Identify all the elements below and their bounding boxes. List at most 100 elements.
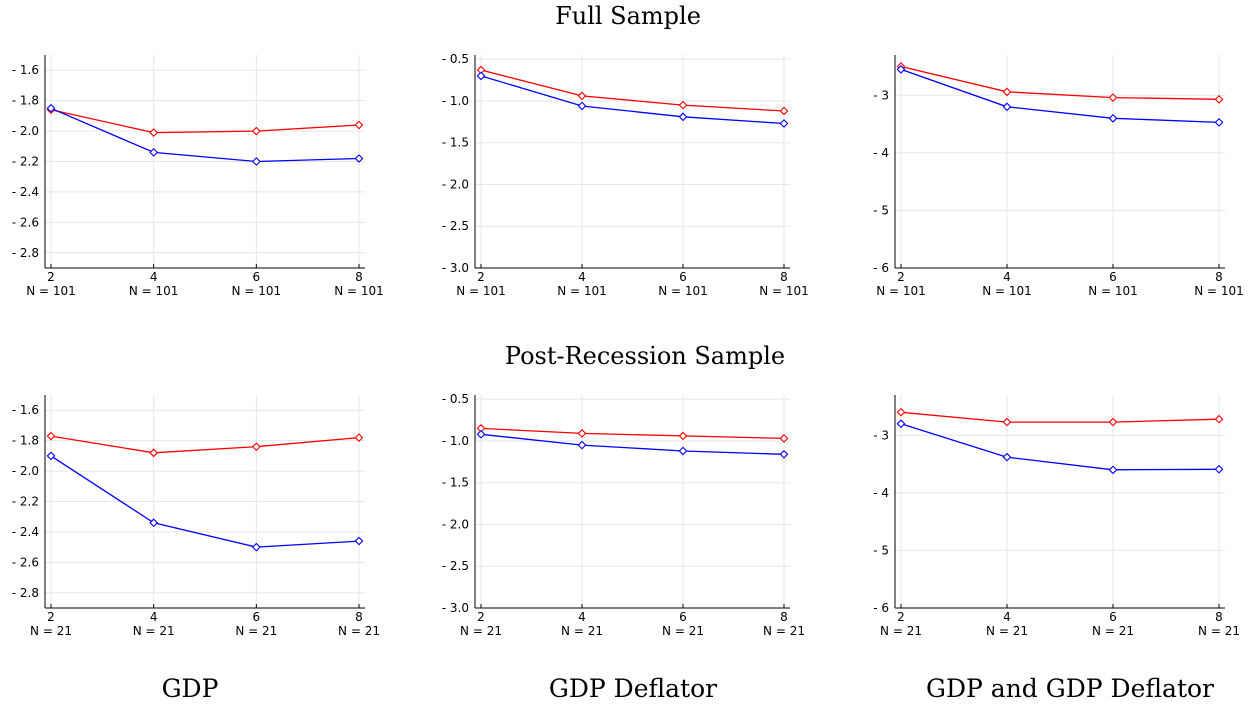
x-sample-size-label: N = 101 xyxy=(658,284,708,298)
data-point-diamond xyxy=(354,536,364,546)
data-point-diamond xyxy=(1214,117,1224,127)
y-tick-label: - 2.8 xyxy=(12,586,39,600)
data-point-diamond xyxy=(678,112,688,122)
x-sample-size-label: N = 21 xyxy=(561,624,603,638)
x-sample-size-label: N = 101 xyxy=(876,284,926,298)
y-tick-label: - 2.4 xyxy=(12,185,39,199)
data-point-diamond xyxy=(354,154,364,163)
x-sample-size-label: N = 21 xyxy=(235,624,277,638)
y-tick-label: - 1.5 xyxy=(442,476,469,490)
series-blue-line xyxy=(900,423,1220,471)
data-point-diamond xyxy=(1002,417,1012,427)
series-blue-line xyxy=(900,68,1220,124)
y-tick-label: - 2.8 xyxy=(12,246,39,260)
y-tick-label: - 2.6 xyxy=(12,555,39,569)
y-tick-label: - 0.5 xyxy=(442,52,469,66)
y-tick-label: - 1.0 xyxy=(442,94,469,108)
x-sample-size-label: N = 21 xyxy=(1092,624,1134,638)
x-sample-size-label: N = 101 xyxy=(26,284,76,298)
data-point-diamond xyxy=(577,429,587,438)
data-point-diamond xyxy=(149,147,159,157)
data-point-diamond xyxy=(149,448,159,458)
series-red-line xyxy=(900,411,1220,423)
x-tick-label: 8 xyxy=(355,270,363,284)
data-point-diamond xyxy=(678,431,688,441)
x-tick-label: 6 xyxy=(1109,270,1117,284)
data-point-diamond xyxy=(678,100,688,110)
x-sample-size-label: N = 101 xyxy=(456,284,506,298)
data-point-diamond xyxy=(779,119,789,128)
data-point-diamond xyxy=(678,446,688,456)
x-sample-size-label: N = 21 xyxy=(662,624,704,638)
x-sample-size-label: N = 21 xyxy=(986,624,1028,638)
x-sample-size-label: N = 101 xyxy=(759,284,809,298)
data-point-diamond xyxy=(46,103,56,113)
data-point-diamond xyxy=(354,433,364,442)
series-blue-line xyxy=(480,433,785,455)
x-sample-size-label: N = 101 xyxy=(982,284,1032,298)
y-tick-label: - 2.0 xyxy=(442,177,469,191)
y-tick-label: - 3 xyxy=(873,88,889,102)
x-tick-label: 8 xyxy=(1215,610,1223,624)
data-point-diamond xyxy=(779,106,789,116)
y-tick-label: - 3.0 xyxy=(442,261,469,275)
y-tick-label: - 2.2 xyxy=(12,495,39,509)
x-tick-label: 8 xyxy=(780,270,788,284)
y-tick-label: - 2.0 xyxy=(12,464,39,478)
y-tick-label: - 3.0 xyxy=(442,601,469,615)
y-tick-label: - 0.5 xyxy=(442,392,469,406)
data-point-diamond xyxy=(251,126,261,136)
x-tick-label: 2 xyxy=(897,610,905,624)
x-sample-size-label: N = 101 xyxy=(1194,284,1244,298)
x-tick-label: 4 xyxy=(1003,270,1011,284)
data-point-diamond xyxy=(779,434,789,443)
series-red-line xyxy=(50,435,360,454)
data-point-diamond xyxy=(354,120,364,130)
data-point-diamond xyxy=(577,101,587,111)
y-tick-label: - 4 xyxy=(873,486,889,500)
y-tick-label: - 6 xyxy=(873,601,889,615)
data-point-diamond xyxy=(896,65,906,74)
series-blue-line xyxy=(480,75,785,125)
x-sample-size-label: N = 21 xyxy=(880,624,922,638)
y-tick-label: - 1.6 xyxy=(12,403,39,417)
x-tick-label: 4 xyxy=(578,610,586,624)
x-sample-size-label: N = 21 xyxy=(763,624,805,638)
y-tick-label: - 6 xyxy=(873,261,889,275)
x-sample-size-label: N = 21 xyxy=(30,624,72,638)
row-title-full-sample: Full Sample xyxy=(555,2,701,30)
x-sample-size-label: N = 101 xyxy=(557,284,607,298)
x-tick-label: 8 xyxy=(1215,270,1223,284)
x-tick-label: 6 xyxy=(253,610,261,624)
x-tick-label: 4 xyxy=(578,270,586,284)
x-tick-label: 6 xyxy=(679,610,687,624)
data-point-diamond xyxy=(1108,465,1118,475)
x-sample-size-label: N = 101 xyxy=(232,284,282,298)
series-red-line xyxy=(480,69,785,112)
data-point-diamond xyxy=(476,429,486,439)
data-point-diamond xyxy=(1002,87,1012,97)
x-sample-size-label: N = 101 xyxy=(1088,284,1138,298)
x-sample-size-label: N = 21 xyxy=(133,624,175,638)
column-label-gdp-and-gdp-deflator: GDP and GDP Deflator xyxy=(926,674,1214,703)
x-tick-label: 2 xyxy=(477,610,485,624)
y-tick-label: - 2.2 xyxy=(12,155,39,169)
data-point-diamond xyxy=(577,91,587,101)
x-tick-label: 6 xyxy=(1109,610,1117,624)
y-tick-label: - 5 xyxy=(873,203,889,217)
x-tick-label: 4 xyxy=(150,610,158,624)
x-sample-size-label: N = 101 xyxy=(334,284,384,298)
data-point-diamond xyxy=(149,128,159,137)
y-tick-label: - 2.5 xyxy=(442,219,469,233)
row-title-post-recession-sample: Post-Recession Sample xyxy=(504,342,786,370)
x-sample-size-label: N = 21 xyxy=(1198,624,1240,638)
data-point-diamond xyxy=(46,451,56,461)
series-red-line xyxy=(900,65,1220,100)
x-tick-label: 2 xyxy=(47,610,55,624)
data-point-diamond xyxy=(1108,113,1118,123)
data-point-diamond xyxy=(251,157,261,166)
